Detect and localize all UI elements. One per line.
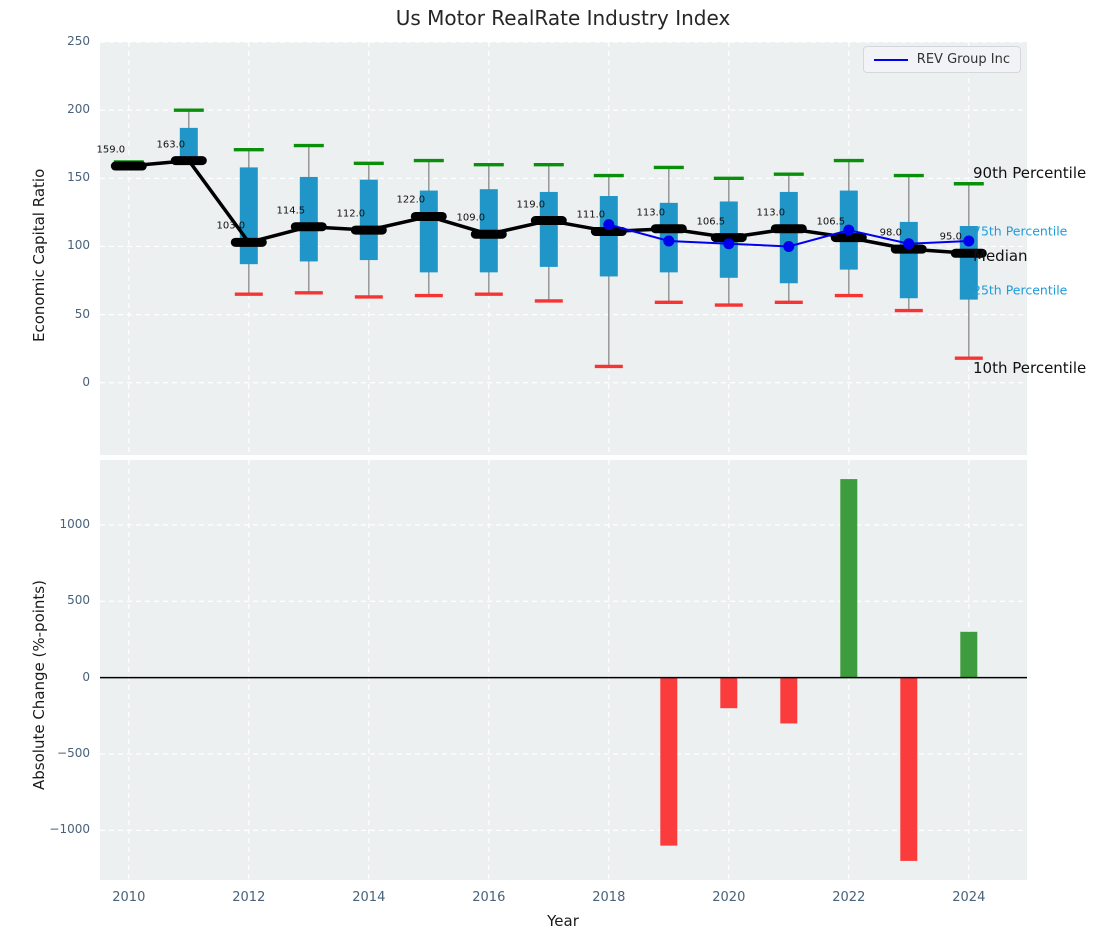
median-value-label-2018: 111.0 [576,209,606,221]
iqr-box-2013 [299,176,318,262]
median-marker-2017 [530,216,567,226]
bottom-ytick--1000: −1000 [49,822,90,837]
change-bar-2024 [960,631,978,678]
iqr-box-2018 [599,196,618,277]
median-value-label-2023: 98.0 [879,227,902,239]
iqr-box-2021 [779,191,798,284]
median-marker-2012 [230,237,267,247]
median-value-label-2012: 103.0 [216,220,246,232]
x-axis-label: Year [547,912,579,930]
median-value-label-2010: 159.0 [96,144,126,156]
median-value-label-2015: 122.0 [396,194,426,206]
bottom-ytick-500: 500 [67,593,90,608]
median-marker-2020 [710,233,747,243]
median-value-label-2021: 113.0 [756,207,786,219]
median-marker-2024 [950,248,987,258]
change-bar-2019 [660,677,678,846]
rev-group-marker-2021 [783,240,795,252]
legend: REV Group Inc [862,46,1021,73]
annotation-90th-percentile: 90th Percentile [973,163,1087,182]
median-value-label-2020: 106.5 [696,216,726,228]
top-ytick-150: 150 [67,170,90,185]
median-marker-2019 [650,224,687,234]
xtick-2010: 2010 [112,890,146,905]
top-ytick-200: 200 [67,102,90,117]
xtick-2020: 2020 [712,890,746,905]
rev-group-marker-2023 [903,238,915,250]
rev-group-marker-2022 [843,224,855,236]
median-marker-2021 [770,224,807,234]
bottom-ytick--500: −500 [57,746,90,760]
median-value-label-2019: 113.0 [636,207,666,219]
median-value-label-2024: 95.0 [939,231,962,243]
change-bar-2023 [900,677,918,861]
annotation-median: Median [973,246,1028,265]
median-marker-2011 [170,156,207,166]
top-plot-canvas [100,41,1027,455]
xtick-2022: 2022 [832,890,866,905]
iqr-box-2017 [539,191,558,267]
xtick-2018: 2018 [592,890,626,905]
legend-line-icon [873,58,908,61]
bottom-plot-canvas [100,460,1027,880]
xtick-2024: 2024 [952,890,986,905]
top-ytick-250: 250 [67,34,90,48]
median-marker-2018 [590,226,627,236]
median-marker-2010 [110,161,147,171]
median-value-label-2014: 112.0 [336,208,366,220]
top-ytick-0: 0 [82,374,90,389]
chart-title: Us Motor RealRate Industry Index [395,6,731,30]
bottom-ytick-1000: 1000 [59,516,90,531]
iqr-box-2012 [239,167,258,265]
xtick-2014: 2014 [352,890,386,905]
annotation-75th-percentile: 75th Percentile [973,223,1068,239]
rev-group-marker-2024 [963,235,975,247]
change-bar-2020 [720,677,738,709]
median-value-label-2013: 114.5 [276,205,306,217]
top-ytick-50: 50 [74,306,90,321]
median-marker-2013 [290,222,327,232]
iqr-box-2015 [419,190,438,273]
change-bar-2022 [840,479,858,678]
iqr-box-2014 [359,179,378,261]
median-value-label-2016: 109.0 [456,212,486,224]
bottom-ytick-0: 0 [82,669,90,684]
annotation-10th-percentile: 10th Percentile [973,358,1087,377]
annotation-25th-percentile: 25th Percentile [973,282,1068,298]
iqr-box-2011 [179,127,198,157]
median-value-label-2022: 106.5 [816,216,846,228]
xtick-2012: 2012 [232,890,266,905]
rev-group-marker-2019 [663,235,675,247]
rev-group-marker-2018 [603,219,615,231]
bottom-plot-area [100,460,1027,880]
median-marker-2022 [830,233,867,243]
rev-group-marker-2020 [723,238,735,250]
top-ytick-100: 100 [67,238,90,253]
median-value-label-2017: 119.0 [516,199,546,211]
legend-label: REV Group Inc [916,52,1010,67]
top-plot-area: 159.0 163.0 103.0 114.5 112.0 122.0 109.0 119.0… [96,41,1027,455]
iqr-box-2023 [899,221,918,299]
median-marker-2016 [470,229,507,239]
xtick-2016: 2016 [472,890,506,905]
change-bar-2021 [780,677,798,724]
median-marker-2015 [410,211,447,221]
median-value-label-2011: 163.0 [156,139,186,151]
iqr-box-2024 [959,226,978,300]
median-marker-2014 [350,225,387,235]
